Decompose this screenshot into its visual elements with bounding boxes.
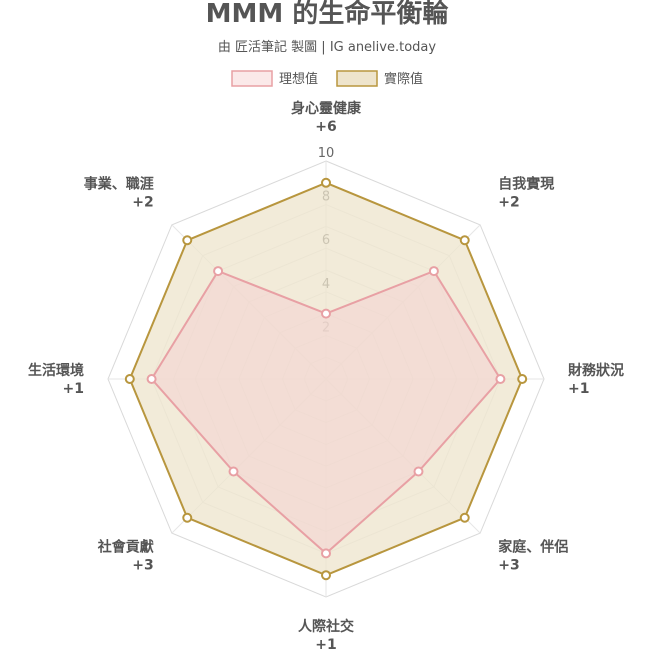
delta-label: +3 [498,557,519,573]
legend-label-actual: 實際值 [384,71,423,87]
series-actual-point[interactable] [321,570,331,581]
delta-label: +1 [568,381,589,397]
series-ideal-point[interactable] [321,308,331,319]
series-actual-point[interactable] [459,512,470,523]
label-layer: 身心靈健康 +6 自我實現 +2 財務狀況 +1 家庭、伴侶 +3 人際社交 +1 社會貢獻 +3 生活… [28,100,624,653]
tick-label: 10 [318,146,335,161]
delta-label: +2 [132,195,153,211]
category-label: 財務狀況 [567,362,624,379]
series-actual-point[interactable] [182,512,193,523]
series-ideal-point[interactable] [146,374,157,384]
chart-title: MMM 的生命平衡輪 [206,0,450,29]
legend-label-ideal: 理想值 [279,71,318,87]
category-label: 社會貢獻 [97,538,154,555]
legend-swatch-ideal [231,70,273,87]
series-ideal-point[interactable] [413,466,424,477]
category-label: 自我實現 [498,176,554,193]
category-label: 事業、職涯 [84,176,154,193]
category-label: 家庭、伴侶 [498,538,568,555]
series-ideal-point[interactable] [321,548,331,559]
category-label: 人際社交 [298,618,354,635]
delta-label: +3 [132,557,153,573]
series-actual-point[interactable] [124,374,135,384]
series-actual-point[interactable] [182,235,193,246]
delta-label: +2 [498,195,519,211]
series-actual-point[interactable] [459,235,470,246]
series-ideal-point[interactable] [428,266,439,277]
series-ideal-point[interactable] [213,266,224,277]
series-layer [124,177,528,581]
series-actual-point[interactable] [321,177,331,188]
series-actual-point[interactable] [517,374,528,384]
category-label: 生活環境 [28,362,84,379]
series-ideal-point[interactable] [228,466,239,477]
category-label: 身心靈健康 [291,100,362,117]
legend: 理想值 實際值 [231,70,423,87]
delta-label: +6 [315,119,336,135]
legend-swatch-actual [336,70,378,87]
chart-subtitle: 由 匠活筆記 製圖 | IG anelive.today [218,39,436,55]
delta-label: +1 [63,381,84,397]
series-ideal-point[interactable] [495,374,506,384]
delta-label: +1 [315,637,336,653]
